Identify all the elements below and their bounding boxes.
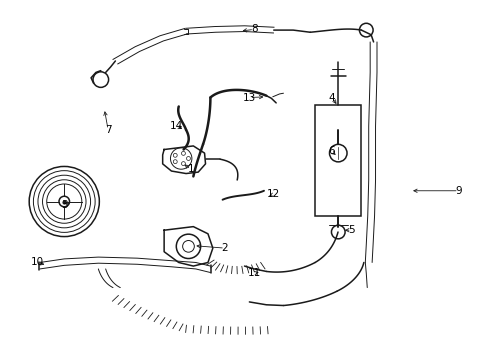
Text: 5: 5 xyxy=(347,225,354,235)
Text: 1: 1 xyxy=(187,164,194,174)
Text: 3: 3 xyxy=(61,200,67,210)
Text: 13: 13 xyxy=(242,93,256,103)
Text: 7: 7 xyxy=(104,125,111,135)
Text: 8: 8 xyxy=(250,24,257,35)
Text: 10: 10 xyxy=(31,257,44,267)
Text: 6: 6 xyxy=(327,146,334,156)
Text: 2: 2 xyxy=(221,243,228,253)
Text: 14: 14 xyxy=(169,121,183,131)
Text: 9: 9 xyxy=(455,186,461,196)
Text: 11: 11 xyxy=(247,268,260,278)
Bar xyxy=(314,105,361,216)
Text: 4: 4 xyxy=(328,93,335,103)
Text: 12: 12 xyxy=(266,189,280,199)
